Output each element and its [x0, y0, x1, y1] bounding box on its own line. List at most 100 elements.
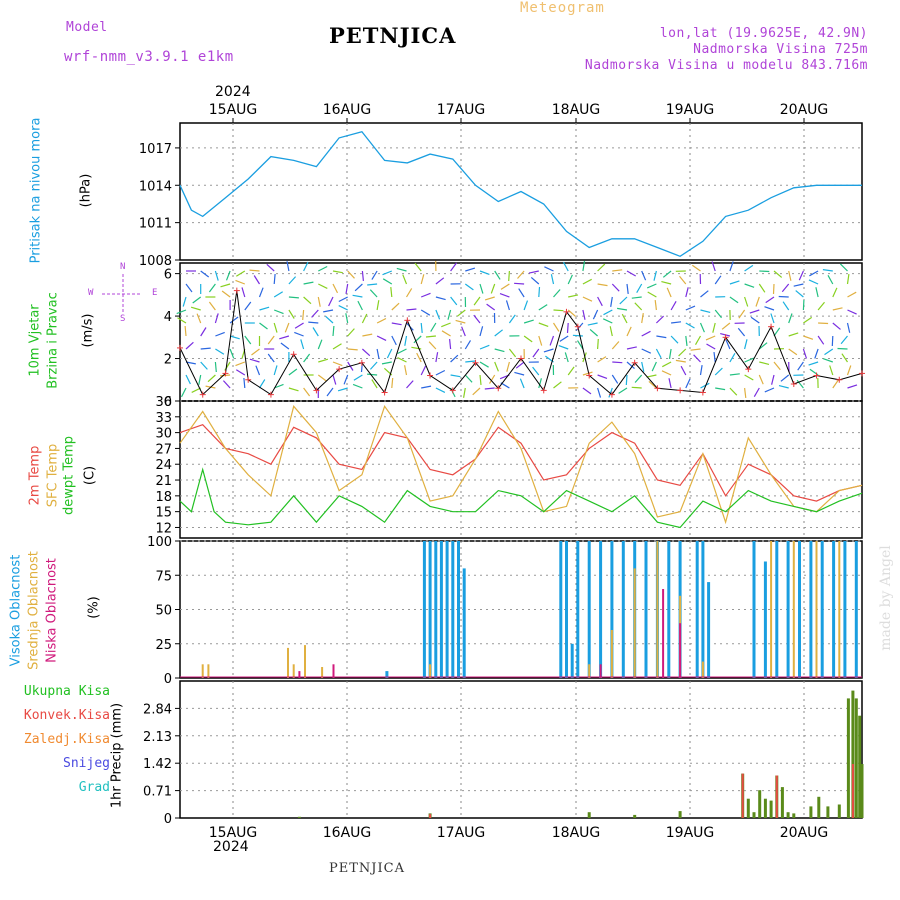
wind-arrow	[829, 365, 834, 376]
wind-arrow	[662, 361, 672, 368]
wind-arrow	[559, 335, 569, 342]
wind-arrow	[839, 263, 848, 272]
wind-arrow	[488, 374, 496, 384]
sfc-temp-line	[179, 404, 863, 525]
wind-arrow	[311, 309, 319, 318]
cloud-mid-bar	[588, 664, 591, 678]
wind-arrow	[328, 296, 334, 307]
wind-arrow	[738, 309, 746, 319]
cloud-high-bar	[576, 541, 580, 678]
wind-arrow	[567, 309, 577, 318]
wind-arrow	[798, 270, 804, 281]
wind-arrow	[802, 299, 805, 311]
wind-arrow	[532, 348, 540, 358]
wind-arrow	[312, 327, 319, 337]
precip-total-bar	[854, 698, 858, 818]
wind-arrow	[814, 348, 819, 359]
y-tick-label: 0	[164, 672, 172, 687]
wind-arrow	[208, 301, 216, 311]
wind-arrow	[397, 348, 407, 355]
wind-arrow	[699, 322, 705, 333]
wind-arrow	[352, 383, 363, 389]
wind-arrow	[323, 309, 334, 313]
wind-arrow	[685, 335, 688, 346]
wind-arrow	[780, 374, 790, 382]
wind-arrow	[288, 296, 299, 299]
cloud-mid-bar	[656, 541, 659, 678]
cloud-high-bar	[798, 541, 801, 678]
y-tick-label: 27	[155, 442, 172, 457]
model-altitude-label: Nadmorska Visina u modelu 843.716m	[584, 58, 868, 73]
wind-arrow	[611, 341, 620, 350]
x-tick-label-top: 20AUG	[780, 102, 829, 118]
cloud-high-bar	[752, 541, 756, 678]
wind-arrow	[653, 270, 657, 281]
wind-arrow	[582, 278, 592, 285]
cloud-mid-bar	[429, 664, 432, 678]
wind-arrow	[428, 341, 437, 350]
wind-arrow	[441, 330, 451, 337]
wind-arrow	[484, 296, 495, 301]
wind-arrow	[714, 275, 722, 285]
wind-arrow	[288, 387, 299, 392]
wind-arrow	[519, 378, 525, 389]
precip-total-bar	[633, 814, 637, 818]
model-label: Model	[66, 20, 108, 35]
wind-arrow	[345, 283, 349, 294]
wind-arrow	[824, 348, 834, 356]
y-tick-label: 30	[155, 427, 172, 442]
wind-arrow	[744, 264, 754, 272]
wind-arrow	[668, 378, 672, 389]
panel-frame	[179, 122, 863, 261]
precip-conv-bar	[741, 773, 744, 818]
wind-arrow	[455, 319, 466, 324]
wind-arrow	[243, 377, 246, 389]
y-tick-label: 6	[164, 268, 172, 283]
wind-arrow	[190, 306, 201, 311]
wind-arrow	[241, 287, 246, 298]
wind-arrow	[817, 301, 825, 311]
wind-arrow	[772, 283, 775, 295]
cloud-mid-bar	[838, 541, 841, 678]
wind-arrow	[532, 366, 540, 376]
cloud-high-bar	[445, 541, 449, 678]
wind-arrow	[725, 339, 731, 350]
wind-arrow	[597, 283, 608, 287]
wind-arrow	[661, 370, 672, 376]
wind-arrow	[626, 270, 636, 277]
wind-arrow	[711, 261, 716, 272]
y-tick-label: 0	[164, 812, 172, 827]
wind-arrow	[576, 340, 584, 350]
precip-total-bar	[752, 812, 756, 818]
wind-arrow	[753, 387, 760, 397]
wind-arrow	[759, 270, 770, 273]
wind-arrow	[200, 347, 211, 350]
cloud-high-bar	[565, 541, 568, 678]
wind-arrow	[391, 322, 402, 326]
wind-arrow	[572, 334, 583, 337]
cloud-low-bar	[599, 664, 602, 678]
precip-legend-item: Konvek.Kisa	[23, 708, 110, 723]
wind-arrow	[450, 296, 458, 306]
cloud-high-bar	[843, 541, 847, 678]
x-tick-label-top: 15AUG	[209, 102, 258, 118]
wind-arrow	[538, 304, 548, 311]
wind-arrow	[494, 348, 505, 353]
y-tick-label: 24	[155, 458, 172, 473]
wind-arrow	[666, 287, 672, 298]
wind-arrow	[420, 274, 425, 285]
wind-arrow	[847, 291, 857, 298]
wind-arrow	[294, 331, 304, 337]
wind-arrow	[420, 365, 427, 376]
wind-arrow	[611, 374, 619, 384]
wind-arrow	[597, 296, 603, 307]
cloud-high-bar	[599, 541, 603, 678]
wind-arrow	[303, 296, 312, 305]
wind-arrows	[176, 260, 858, 398]
wind-arrow	[404, 365, 408, 376]
y-tick-label: 4	[164, 310, 172, 325]
model-name: wrf-nmm_v3.9.1 e1km	[64, 49, 234, 65]
wind-arrow	[755, 296, 760, 307]
wind-arrow	[675, 359, 686, 363]
wind-arrow	[771, 374, 775, 385]
